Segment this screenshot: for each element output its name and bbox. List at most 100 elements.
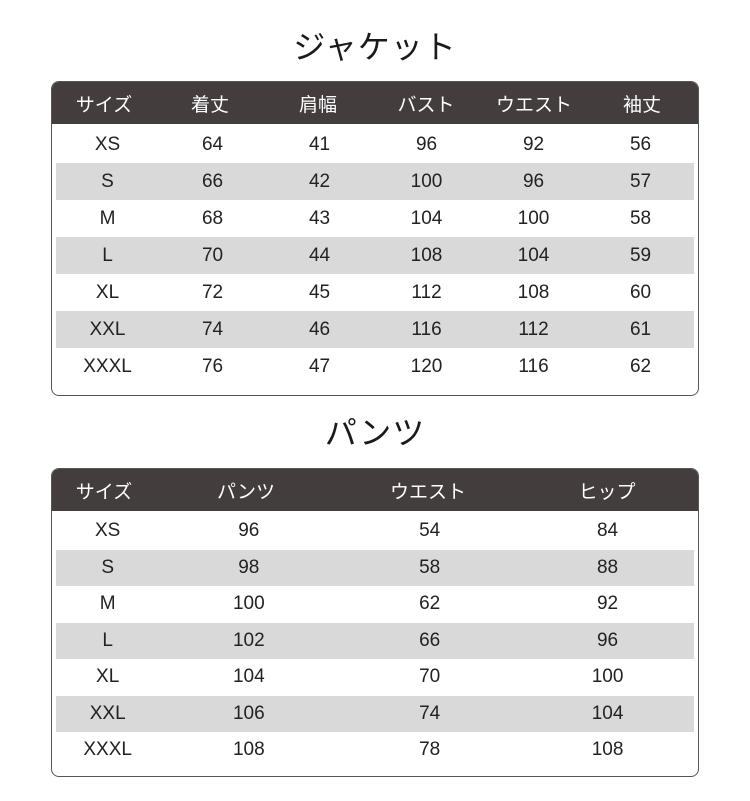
table-row: XXL 106 74 104	[56, 695, 694, 732]
table-cell: 70	[201, 244, 224, 266]
table-cell: 59	[629, 244, 652, 266]
table-cell: 41	[308, 133, 331, 155]
table-body: XS 96 54 84 S 98 58 88 M 100 62 92 L 102 66 96 XL 104 70 10…	[52, 511, 698, 769]
pants-size-table: サイズ パンツ ウエスト ヒップ XS 96 54 84 S 98 58 88 M 100 62 92…	[51, 468, 699, 777]
table-cell: 100	[517, 207, 550, 229]
table-cell: 58	[419, 556, 441, 578]
table-cell: 102	[232, 629, 265, 651]
table-cell: 104	[591, 702, 624, 724]
table-cell: 96	[522, 170, 545, 192]
table-row: XL 72 45 112 108 60	[56, 274, 694, 311]
table-cell: 46	[308, 318, 331, 340]
table-cell: 108	[591, 739, 624, 761]
table-row: XXL 74 46 116 112 61	[56, 311, 694, 348]
table-cell: 57	[629, 170, 652, 192]
table-cell: XL	[95, 281, 120, 303]
table-cell: 64	[201, 133, 224, 155]
header-cell: ウエスト	[389, 480, 466, 503]
header-cell: ウエスト	[495, 93, 572, 116]
table-cell: 58	[629, 207, 652, 229]
table-cell: 61	[629, 318, 652, 340]
table-row: XS 64 41 96 92 56	[56, 126, 694, 163]
table-cell: 116	[411, 318, 442, 340]
table-cell: XXXL	[83, 355, 132, 377]
table-cell: 42	[308, 170, 331, 192]
table-cell: M	[99, 207, 116, 229]
table-cell: S	[101, 556, 115, 578]
table-row: XXXL 76 47 120 116 62	[56, 348, 694, 385]
table-cell: 62	[629, 355, 652, 377]
table-row: XL 104 70 100	[56, 659, 694, 696]
table-header: サイズ 着丈 肩幅 バスト ウエスト 袖丈	[52, 82, 698, 124]
pants-title: パンツ	[324, 414, 426, 452]
table-row: S 98 58 88	[56, 549, 694, 586]
table-cell: 100	[232, 593, 265, 615]
table-row: L 102 66 96	[56, 622, 694, 659]
table-cell: 108	[232, 739, 265, 761]
table-cell: XXL	[89, 318, 126, 340]
table-cell: XL	[96, 666, 120, 688]
table-cell: L	[102, 629, 113, 651]
jacket-size-table: サイズ 着丈 肩幅 バスト ウエスト 袖丈 XS 64 41 96 92 56 S 66 42 1…	[51, 81, 699, 396]
table-cell: 70	[419, 666, 441, 688]
header-cell: パンツ	[217, 480, 275, 503]
table-cell: 100	[410, 170, 443, 192]
header-cell: バスト	[397, 93, 455, 116]
table-cell: 54	[419, 520, 441, 542]
table-cell: 92	[596, 593, 619, 615]
table-cell: 47	[308, 355, 331, 377]
table-cell: 44	[308, 244, 331, 266]
table-cell: 112	[411, 281, 442, 303]
table-cell: 92	[522, 133, 545, 155]
table-body: XS 64 41 96 92 56 S 66 42 100 96 57 M 68 43 104 100 58 L 70…	[52, 124, 698, 385]
header-cell: 袖丈	[622, 93, 661, 116]
table-cell: 76	[201, 355, 224, 377]
table-cell: 98	[238, 556, 260, 578]
header-cell: サイズ	[75, 93, 133, 116]
table-cell: 43	[308, 207, 331, 229]
table-cell: XXL	[89, 702, 126, 724]
table-cell: 84	[596, 520, 619, 542]
table-cell: 106	[232, 702, 265, 724]
header-cell: 肩幅	[298, 93, 337, 116]
table-cell: 96	[415, 133, 438, 155]
table-cell: 74	[419, 702, 441, 724]
table-cell: 104	[232, 666, 265, 688]
table-row: XXXL 108 78 108	[56, 732, 694, 769]
table-cell: L	[102, 244, 113, 266]
table-cell: S	[101, 170, 114, 192]
table-cell: XS	[94, 133, 121, 155]
table-cell: 56	[629, 133, 652, 155]
header-cell: 着丈	[190, 93, 229, 116]
table-cell: 116	[518, 355, 549, 377]
table-cell: XS	[95, 520, 121, 542]
table-cell: 96	[596, 629, 619, 651]
table-cell: 112	[518, 318, 549, 340]
table-cell: 62	[419, 593, 441, 615]
table-cell: 78	[419, 739, 441, 761]
table-cell: 104	[517, 244, 550, 266]
table-cell: 66	[201, 170, 224, 192]
table-row: XS 96 54 84	[56, 513, 694, 550]
table-cell: 72	[201, 281, 224, 303]
table-header: サイズ パンツ ウエスト ヒップ	[52, 469, 698, 511]
table-cell: M	[99, 593, 116, 615]
table-row: M 68 43 104 100 58	[56, 200, 694, 237]
table-cell: 60	[629, 281, 652, 303]
table-cell: 68	[201, 207, 224, 229]
table-row: S 66 42 100 96 57	[56, 163, 694, 200]
table-cell: 100	[591, 666, 624, 688]
table-cell: 96	[238, 520, 260, 542]
table-cell: 45	[308, 281, 331, 303]
header-cell: サイズ	[75, 480, 133, 503]
table-cell: 74	[201, 318, 224, 340]
table-cell: 108	[517, 281, 550, 303]
table-cell: 108	[410, 244, 443, 266]
jacket-title: ジャケット	[293, 28, 457, 66]
table-cell: XXXL	[83, 739, 132, 761]
table-cell: 88	[596, 556, 619, 578]
table-row: L 70 44 108 104 59	[56, 237, 694, 274]
header-cell: ヒップ	[578, 480, 636, 503]
table-cell: 120	[410, 355, 443, 377]
table-cell: 66	[419, 629, 441, 651]
